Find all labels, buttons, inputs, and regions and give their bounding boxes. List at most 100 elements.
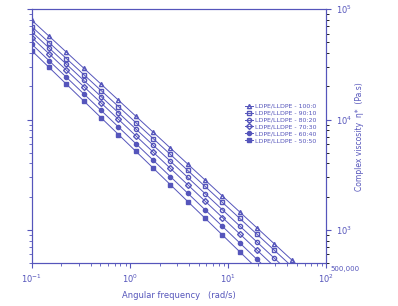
LDPE/LLDPE - 60:40 xyxy=(255,258,259,261)
LDPE/LLDPE - 90:10 xyxy=(168,153,173,156)
LDPE/LLDPE - 90:10 xyxy=(289,264,294,268)
LDPE/LLDPE - 80:20 xyxy=(289,273,294,276)
LDPE/LLDPE - 50:50 xyxy=(272,283,277,287)
Line: LDPE/LLDPE - 100:0: LDPE/LLDPE - 100:0 xyxy=(30,18,328,294)
LDPE/LLDPE - 80:20 xyxy=(151,143,156,147)
LDPE/LLDPE - 70:30 xyxy=(255,248,259,252)
LDPE/LLDPE - 80:20 xyxy=(168,159,173,163)
LDPE/LLDPE - 100:0 xyxy=(99,82,103,86)
LDPE/LLDPE - 100:0 xyxy=(237,210,242,214)
LDPE/LLDPE - 80:20 xyxy=(255,240,259,244)
LDPE/LLDPE - 90:10 xyxy=(306,280,311,284)
LDPE/LLDPE - 80:20 xyxy=(306,289,311,293)
LDPE/LLDPE - 90:10 xyxy=(220,200,225,204)
LDPE/LLDPE - 60:40 xyxy=(185,191,190,195)
LDPE/LLDPE - 50:50 xyxy=(168,183,173,187)
LDPE/LLDPE - 50:50 xyxy=(203,216,207,220)
LDPE/LLDPE - 90:10 xyxy=(47,41,52,44)
LDPE/LLDPE - 100:0 xyxy=(64,50,69,54)
LDPE/LLDPE - 80:20 xyxy=(324,305,329,306)
LDPE/LLDPE - 70:30 xyxy=(64,69,69,72)
LDPE/LLDPE - 50:50 xyxy=(220,233,225,237)
LDPE/LLDPE - 80:20 xyxy=(133,127,138,131)
LDPE/LLDPE - 90:10 xyxy=(82,73,86,76)
LDPE/LLDPE - 70:30 xyxy=(185,183,190,187)
LDPE/LLDPE - 70:30 xyxy=(306,297,311,301)
Y-axis label: Complex viscosity  η*  (Pa.s): Complex viscosity η* (Pa.s) xyxy=(355,82,364,191)
LDPE/LLDPE - 100:0 xyxy=(47,35,52,38)
LDPE/LLDPE - 90:10 xyxy=(29,25,34,28)
LDPE/LLDPE - 90:10 xyxy=(203,185,207,188)
Text: 500,000: 500,000 xyxy=(330,266,360,272)
LDPE/LLDPE - 100:0 xyxy=(255,226,259,230)
LDPE/LLDPE - 70:30 xyxy=(47,52,52,56)
LDPE/LLDPE - 90:10 xyxy=(185,169,190,172)
LDPE/LLDPE - 50:50 xyxy=(185,200,190,203)
LDPE/LLDPE - 100:0 xyxy=(82,66,86,70)
LDPE/LLDPE - 80:20 xyxy=(203,192,207,196)
LDPE/LLDPE - 70:30 xyxy=(82,85,86,88)
LDPE/LLDPE - 90:10 xyxy=(116,105,121,108)
LDPE/LLDPE - 50:50 xyxy=(255,267,259,270)
LDPE/LLDPE - 100:0 xyxy=(116,98,121,102)
LDPE/LLDPE - 50:50 xyxy=(64,82,69,86)
LDPE/LLDPE - 50:50 xyxy=(29,49,34,53)
LDPE/LLDPE - 70:30 xyxy=(99,101,103,105)
LDPE/LLDPE - 100:0 xyxy=(185,162,190,166)
LDPE/LLDPE - 60:40 xyxy=(47,59,52,63)
LDPE/LLDPE - 60:40 xyxy=(64,76,69,79)
LDPE/LLDPE - 90:10 xyxy=(272,248,277,252)
LDPE/LLDPE - 100:0 xyxy=(220,194,225,198)
LDPE/LLDPE - 60:40 xyxy=(133,142,138,145)
LDPE/LLDPE - 60:40 xyxy=(29,43,34,46)
LDPE/LLDPE - 100:0 xyxy=(133,114,138,118)
LDPE/LLDPE - 70:30 xyxy=(237,232,242,236)
Line: LDPE/LLDPE - 70:30: LDPE/LLDPE - 70:30 xyxy=(30,35,328,306)
LDPE/LLDPE - 50:50 xyxy=(116,133,121,136)
LDPE/LLDPE - 90:10 xyxy=(237,217,242,220)
LDPE/LLDPE - 80:20 xyxy=(185,176,190,179)
Line: LDPE/LLDPE - 50:50: LDPE/LLDPE - 50:50 xyxy=(30,49,328,306)
LDPE/LLDPE - 90:10 xyxy=(133,121,138,124)
LDPE/LLDPE - 90:10 xyxy=(99,89,103,92)
LDPE/LLDPE - 60:40 xyxy=(168,175,173,178)
LDPE/LLDPE - 70:30 xyxy=(116,118,121,121)
LDPE/LLDPE - 80:20 xyxy=(47,46,52,50)
LDPE/LLDPE - 60:40 xyxy=(289,291,294,294)
Line: LDPE/LLDPE - 90:10: LDPE/LLDPE - 90:10 xyxy=(30,24,328,300)
LDPE/LLDPE - 100:0 xyxy=(324,290,329,294)
LDPE/LLDPE - 80:20 xyxy=(99,95,103,99)
LDPE/LLDPE - 70:30 xyxy=(203,199,207,203)
Legend: LDPE/LLDPE - 100:0, LDPE/LLDPE - 90:10, LDPE/LLDPE - 80:20, LDPE/LLDPE - 70:30, : LDPE/LLDPE - 100:0, LDPE/LLDPE - 90:10, … xyxy=(244,102,317,145)
LDPE/LLDPE - 70:30 xyxy=(151,150,156,154)
LDPE/LLDPE - 60:40 xyxy=(203,208,207,212)
LDPE/LLDPE - 60:40 xyxy=(151,158,156,162)
LDPE/LLDPE - 80:20 xyxy=(64,62,69,66)
LDPE/LLDPE - 50:50 xyxy=(47,66,52,69)
Line: LDPE/LLDPE - 60:40: LDPE/LLDPE - 60:40 xyxy=(30,42,328,306)
LDPE/LLDPE - 50:50 xyxy=(289,300,294,304)
LDPE/LLDPE - 70:30 xyxy=(168,166,173,170)
LDPE/LLDPE - 90:10 xyxy=(324,297,329,300)
LDPE/LLDPE - 50:50 xyxy=(133,149,138,153)
LDPE/LLDPE - 100:0 xyxy=(168,146,173,150)
LDPE/LLDPE - 100:0 xyxy=(306,274,311,278)
X-axis label: Angular frequency   (rad/s): Angular frequency (rad/s) xyxy=(122,291,236,300)
LDPE/LLDPE - 70:30 xyxy=(133,134,138,137)
LDPE/LLDPE - 90:10 xyxy=(64,57,69,61)
LDPE/LLDPE - 60:40 xyxy=(99,109,103,112)
LDPE/LLDPE - 90:10 xyxy=(151,137,156,140)
LDPE/LLDPE - 100:0 xyxy=(203,178,207,182)
LDPE/LLDPE - 80:20 xyxy=(272,256,277,260)
LDPE/LLDPE - 60:40 xyxy=(82,92,86,96)
LDPE/LLDPE - 60:40 xyxy=(272,274,277,278)
LDPE/LLDPE - 80:20 xyxy=(220,208,225,212)
LDPE/LLDPE - 80:20 xyxy=(29,30,34,34)
LDPE/LLDPE - 100:0 xyxy=(151,130,156,134)
LDPE/LLDPE - 50:50 xyxy=(151,166,156,170)
LDPE/LLDPE - 100:0 xyxy=(29,18,34,22)
LDPE/LLDPE - 50:50 xyxy=(99,116,103,120)
LDPE/LLDPE - 70:30 xyxy=(289,281,294,285)
LDPE/LLDPE - 90:10 xyxy=(255,233,259,236)
LDPE/LLDPE - 60:40 xyxy=(220,225,225,228)
